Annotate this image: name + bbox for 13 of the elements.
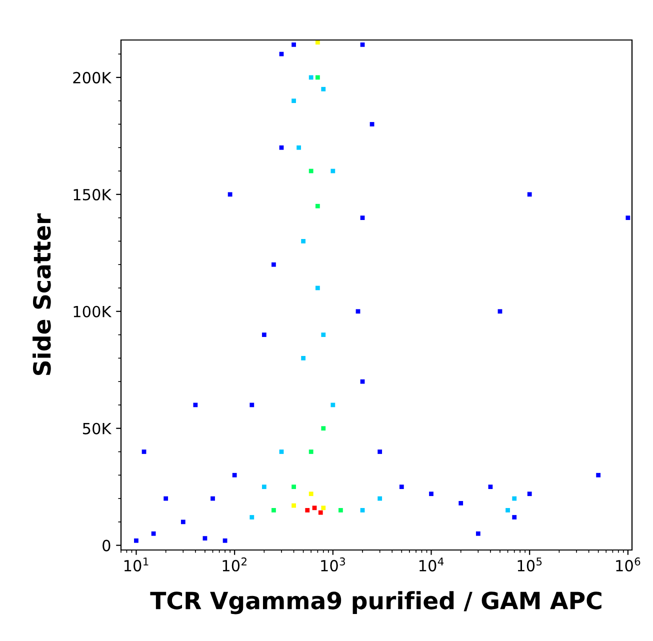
y-tick-label: 100K xyxy=(74,306,112,318)
x-tick-label: 10$^{4}$ xyxy=(419,558,444,572)
x-tick-label: 10$^{1}$ xyxy=(124,558,148,572)
y-tick-label: 50K xyxy=(82,422,112,434)
x-tick-label: 10$^{6}$ xyxy=(616,557,640,572)
x-axis-title: TCR Vgamma9 purified / GAM APC xyxy=(150,591,602,614)
y-axis-title: Side Scatter xyxy=(32,213,51,376)
x-tick-label: 10$^{2}$ xyxy=(222,557,246,572)
y-tick-label: 200K xyxy=(73,72,112,84)
y-tick-label: 150K xyxy=(74,188,112,200)
y-tick-label: 0 xyxy=(102,540,110,552)
x-tick-label: 10$^{3}$ xyxy=(321,557,345,572)
x-tick-label: 10$^{5}$ xyxy=(518,558,542,572)
